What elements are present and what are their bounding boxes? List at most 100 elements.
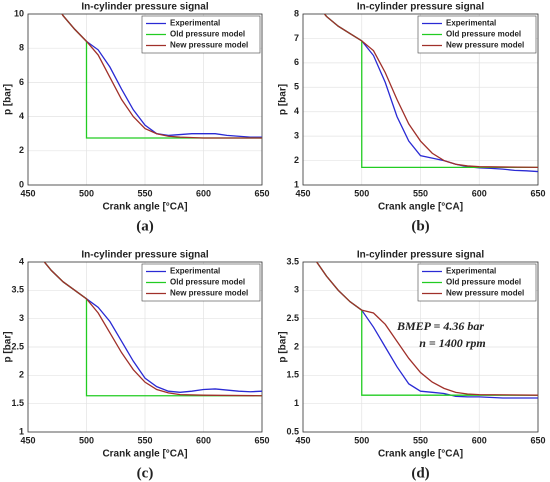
x-tick-label: 600 <box>472 188 487 198</box>
y-axis-label: p [bar] <box>3 331 14 362</box>
y-tick-label: 2.5 <box>286 313 299 323</box>
plot-frame <box>27 13 263 186</box>
y-tick-label: 1.5 <box>11 398 24 408</box>
caption: (a) <box>136 218 154 234</box>
series-group <box>43 262 262 397</box>
legend-label: New pressure model <box>446 41 524 50</box>
y-tick-label: 2 <box>294 341 299 351</box>
legend-label: New pressure model <box>446 289 524 298</box>
legend: Experimental Old pressure model New pressu… <box>141 263 261 302</box>
legend: Experimental Old pressure model New pressu… <box>417 263 537 302</box>
chart-title: In-cylinder pressure signal <box>357 2 484 13</box>
x-tick-label: 650 <box>530 435 545 445</box>
y-tick-label: 4 <box>19 256 24 266</box>
y-tick-label: 5 <box>294 82 299 92</box>
chart: 1 2 3 4 5 6 7 8 450 500 550 600 650 In-cylinder press… <box>278 2 546 235</box>
x-tick-label: 450 <box>20 435 35 445</box>
series-line <box>323 14 538 169</box>
legend-label: New pressure model <box>170 41 248 50</box>
x-tick-label: 450 <box>295 188 310 198</box>
y-tick-label: 4 <box>19 111 24 121</box>
series-group <box>323 14 538 173</box>
y-axis-label: p [bar] <box>3 84 14 115</box>
x-tick-label: 650 <box>254 435 269 445</box>
y-tick-label: 6 <box>294 57 299 67</box>
x-tick-label: 600 <box>196 188 211 198</box>
x-tick-label: 500 <box>79 435 94 445</box>
chart-title: In-cylinder pressure signal <box>81 2 208 13</box>
series-group <box>61 14 262 139</box>
plot-frame <box>27 261 263 433</box>
y-tick-label: 0 <box>19 179 24 189</box>
legend-label: New pressure model <box>170 289 248 298</box>
y-axis-label: p [bar] <box>278 331 289 362</box>
y-tick-label: 4 <box>294 106 299 116</box>
y-tick-label: 2 <box>294 155 299 165</box>
y-tick-label: 3 <box>19 313 24 323</box>
y-tick-label: 7 <box>294 33 299 43</box>
series-line <box>61 14 262 139</box>
series-group <box>315 262 538 399</box>
legend-label: Old pressure model <box>170 30 245 39</box>
y-tick-label: 2 <box>19 145 24 155</box>
y-axis-label: p [bar] <box>278 84 289 115</box>
y-tick-label: 8 <box>19 43 24 53</box>
legend: Experimental Old pressure model New pressu… <box>141 15 261 54</box>
y-tick-label: 0.5 <box>286 426 299 436</box>
y-tick-label: 3 <box>294 131 299 141</box>
x-tick-label: 500 <box>354 435 369 445</box>
legend-label: Old pressure model <box>170 278 245 287</box>
y-tick-label: 1 <box>294 398 299 408</box>
legend-box <box>141 15 261 54</box>
legend-label: Experimental <box>170 19 220 28</box>
chart-title: In-cylinder pressure signal <box>357 250 484 261</box>
plot-frame <box>302 13 539 186</box>
x-tick-label: 650 <box>530 188 545 198</box>
series-line <box>315 262 538 396</box>
x-tick-label: 500 <box>354 188 369 198</box>
caption: (c) <box>137 465 154 481</box>
caption: (b) <box>411 218 429 234</box>
y-tick-label: 2 <box>19 370 24 380</box>
chart: 0.5 1 1.5 2 2.5 3 3.5 450 500 550 600 650 In-cylinde… <box>278 250 546 482</box>
y-tick-label: 6 <box>19 77 24 87</box>
x-axis-label: Crank angle [°CA] <box>102 449 187 460</box>
x-tick-label: 650 <box>254 188 269 198</box>
x-axis-label: Crank angle [°CA] <box>378 202 463 213</box>
annotation: BMEP = 4.36 bar <box>396 319 484 333</box>
x-tick-label: 600 <box>472 435 487 445</box>
x-axis-label: Crank angle [°CA] <box>378 449 463 460</box>
y-tick-label: 3.5 <box>11 285 24 295</box>
x-tick-label: 550 <box>137 435 152 445</box>
caption: (d) <box>411 465 429 481</box>
series-line <box>43 262 262 397</box>
x-tick-label: 600 <box>196 435 211 445</box>
legend-label: Old pressure model <box>446 30 521 39</box>
annotation: n = 1400 rpm <box>419 336 486 350</box>
x-tick-label: 450 <box>20 188 35 198</box>
legend-label: Experimental <box>446 19 496 28</box>
legend-label: Experimental <box>446 267 496 276</box>
y-tick-label: 10 <box>14 8 24 18</box>
y-tick-label: 1.5 <box>286 370 299 380</box>
x-tick-label: 550 <box>137 188 152 198</box>
chart: 1 1.5 2 2.5 3 3.5 4 450 500 550 600 650 In-cylinder … <box>3 250 270 482</box>
y-tick-label: 1 <box>294 179 299 189</box>
y-tick-label: 3 <box>294 285 299 295</box>
x-tick-label: 450 <box>295 435 310 445</box>
x-tick-label: 500 <box>79 188 94 198</box>
legend: Experimental Old pressure model New pressu… <box>417 15 537 54</box>
legend-label: Old pressure model <box>446 278 521 287</box>
y-tick-label: 1 <box>19 426 24 436</box>
y-tick-label: 8 <box>294 8 299 18</box>
y-tick-label: 2.5 <box>11 341 24 351</box>
legend-label: Experimental <box>170 267 220 276</box>
y-tick-label: 3.5 <box>286 256 299 266</box>
x-axis-label: Crank angle [°CA] <box>102 202 187 213</box>
plot-frame <box>302 261 539 433</box>
x-tick-label: 550 <box>413 188 428 198</box>
chart: 0 2 4 6 8 10 450 500 550 600 650 In-cylinder pressu… <box>3 2 270 235</box>
x-tick-label: 550 <box>413 435 428 445</box>
chart-title: In-cylinder pressure signal <box>81 250 208 261</box>
